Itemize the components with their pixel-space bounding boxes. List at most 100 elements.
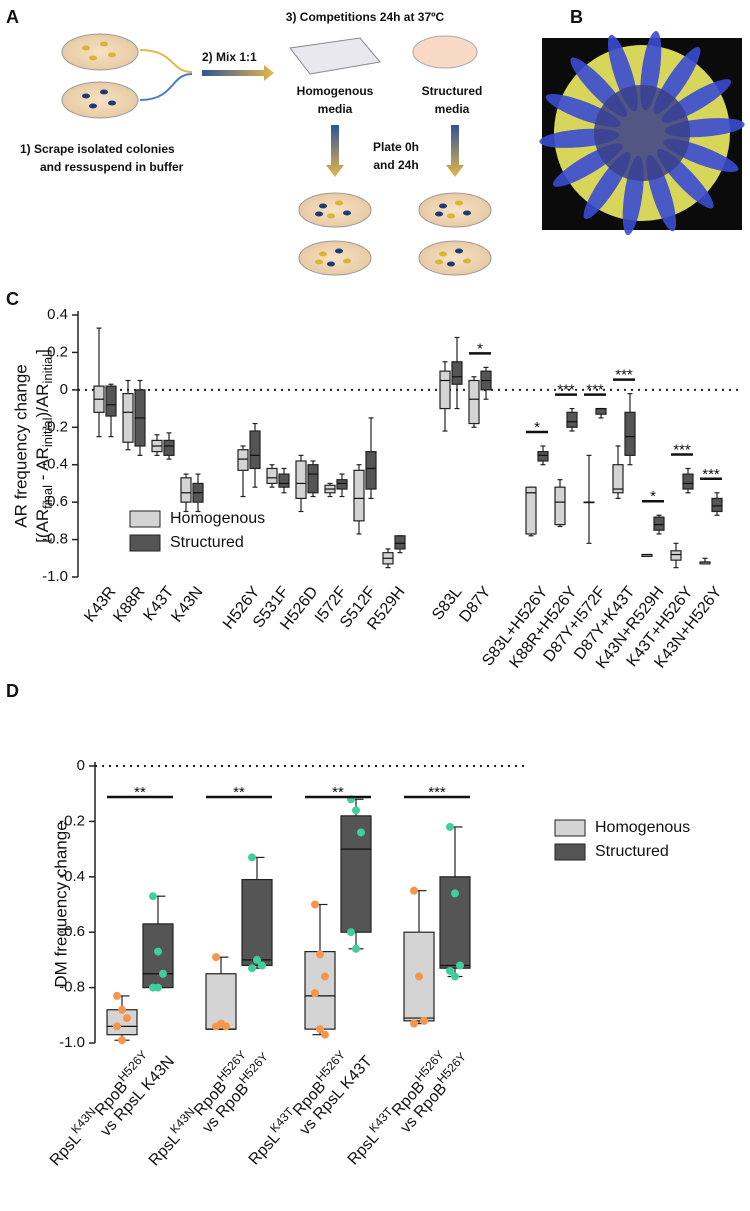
plates bbox=[298, 192, 492, 276]
dish bbox=[418, 240, 492, 276]
label-part: [(AR bbox=[33, 509, 52, 543]
y-tick-label: -0.6 bbox=[59, 923, 85, 940]
panel-label: B bbox=[570, 7, 583, 27]
box bbox=[682, 473, 694, 490]
data-point bbox=[118, 1005, 126, 1014]
step-text: 2) Mix 1:1 bbox=[202, 50, 257, 64]
box bbox=[180, 477, 192, 503]
significance-label: *** bbox=[702, 466, 720, 483]
box bbox=[612, 464, 624, 494]
data-point bbox=[446, 966, 454, 975]
data-point bbox=[123, 1014, 131, 1023]
chart-d: -1.0 -0.8 -0.6 -0.4 -0.2 0 DM frequency change… bbox=[47, 757, 690, 1170]
colony bbox=[455, 248, 463, 254]
step-text: and 24h bbox=[373, 158, 418, 172]
colony bbox=[315, 259, 323, 265]
label-part: RpsL bbox=[345, 1129, 383, 1168]
significance-label: *** bbox=[557, 382, 575, 399]
colony bbox=[435, 259, 443, 265]
data-point bbox=[253, 955, 261, 964]
x-tick-label: K43R bbox=[81, 584, 119, 626]
box bbox=[439, 876, 471, 969]
box bbox=[566, 411, 578, 428]
colony bbox=[463, 210, 471, 216]
y-tick-label: -0.4 bbox=[42, 456, 68, 473]
data-point bbox=[321, 1030, 329, 1039]
colony bbox=[447, 213, 455, 219]
media-text: Structured bbox=[422, 84, 483, 98]
data-point bbox=[113, 1022, 121, 1031]
connector bbox=[139, 49, 193, 73]
box bbox=[278, 473, 290, 488]
box bbox=[670, 550, 682, 561]
data-point bbox=[410, 886, 418, 895]
colony bbox=[463, 258, 471, 264]
colony bbox=[335, 200, 343, 206]
step-text: 3) Competitions 24h at 37ºC bbox=[286, 10, 445, 24]
legend-label: Structured bbox=[595, 843, 669, 860]
data-point bbox=[352, 806, 360, 815]
colony bbox=[435, 211, 443, 217]
y-axis-label: [(ARfinal - ARinitial)/ARinitial] bbox=[33, 349, 55, 543]
data-point bbox=[446, 822, 454, 831]
colony-image bbox=[539, 30, 745, 236]
colony bbox=[315, 211, 323, 217]
dish bbox=[418, 192, 492, 228]
colony bbox=[319, 203, 327, 209]
significance-label: *** bbox=[428, 784, 446, 801]
colony bbox=[439, 251, 447, 257]
data-point bbox=[456, 961, 464, 970]
label-part: initial bbox=[40, 354, 55, 384]
data-point bbox=[248, 853, 256, 862]
legend-swatch bbox=[554, 819, 586, 837]
box bbox=[266, 467, 278, 485]
box bbox=[295, 460, 307, 500]
box bbox=[451, 361, 463, 385]
data-point bbox=[415, 972, 423, 981]
significance-label: *** bbox=[586, 382, 604, 399]
data-point bbox=[410, 1019, 418, 1028]
box bbox=[525, 486, 537, 535]
significance-label: * bbox=[477, 340, 483, 357]
label-part: final bbox=[40, 485, 55, 509]
label-part: RpsL bbox=[246, 1129, 284, 1168]
colony bbox=[327, 213, 335, 219]
box bbox=[624, 411, 636, 456]
colonies bbox=[82, 41, 116, 61]
colony bbox=[439, 203, 447, 209]
label-part: RpsL bbox=[47, 1130, 85, 1169]
dish bbox=[298, 240, 372, 276]
y-tick-label: 0 bbox=[60, 381, 68, 398]
colony bbox=[447, 261, 455, 267]
y-tick-label: -0.8 bbox=[42, 531, 68, 548]
box bbox=[653, 516, 665, 531]
x-tick-label: K88R bbox=[110, 584, 148, 626]
data-point bbox=[159, 969, 167, 978]
label-part: )/AR bbox=[33, 384, 52, 418]
y-axis-label: AR frequency change bbox=[11, 364, 30, 528]
box bbox=[595, 407, 607, 415]
y-tick-label: -0.4 bbox=[59, 868, 85, 885]
box bbox=[711, 497, 723, 513]
data-point bbox=[451, 972, 459, 981]
data-point bbox=[311, 989, 319, 998]
legend-label: Structured bbox=[170, 534, 244, 551]
y-tick-label: 0.4 bbox=[47, 306, 68, 323]
colony bbox=[343, 258, 351, 264]
significance-label: *** bbox=[615, 367, 633, 384]
data-point bbox=[451, 889, 459, 898]
data-point bbox=[258, 961, 266, 970]
dish bbox=[412, 35, 478, 69]
colony bbox=[455, 200, 463, 206]
data-point bbox=[316, 950, 324, 959]
step-text: Plate 0h bbox=[373, 140, 419, 154]
data-point bbox=[321, 972, 329, 981]
data-point bbox=[222, 1022, 230, 1031]
legend-swatch bbox=[554, 843, 586, 861]
legend-label: Homogenous bbox=[595, 819, 690, 836]
box bbox=[249, 430, 261, 470]
label-part: ] bbox=[33, 349, 52, 354]
data-point bbox=[357, 828, 365, 837]
dish bbox=[298, 192, 372, 228]
